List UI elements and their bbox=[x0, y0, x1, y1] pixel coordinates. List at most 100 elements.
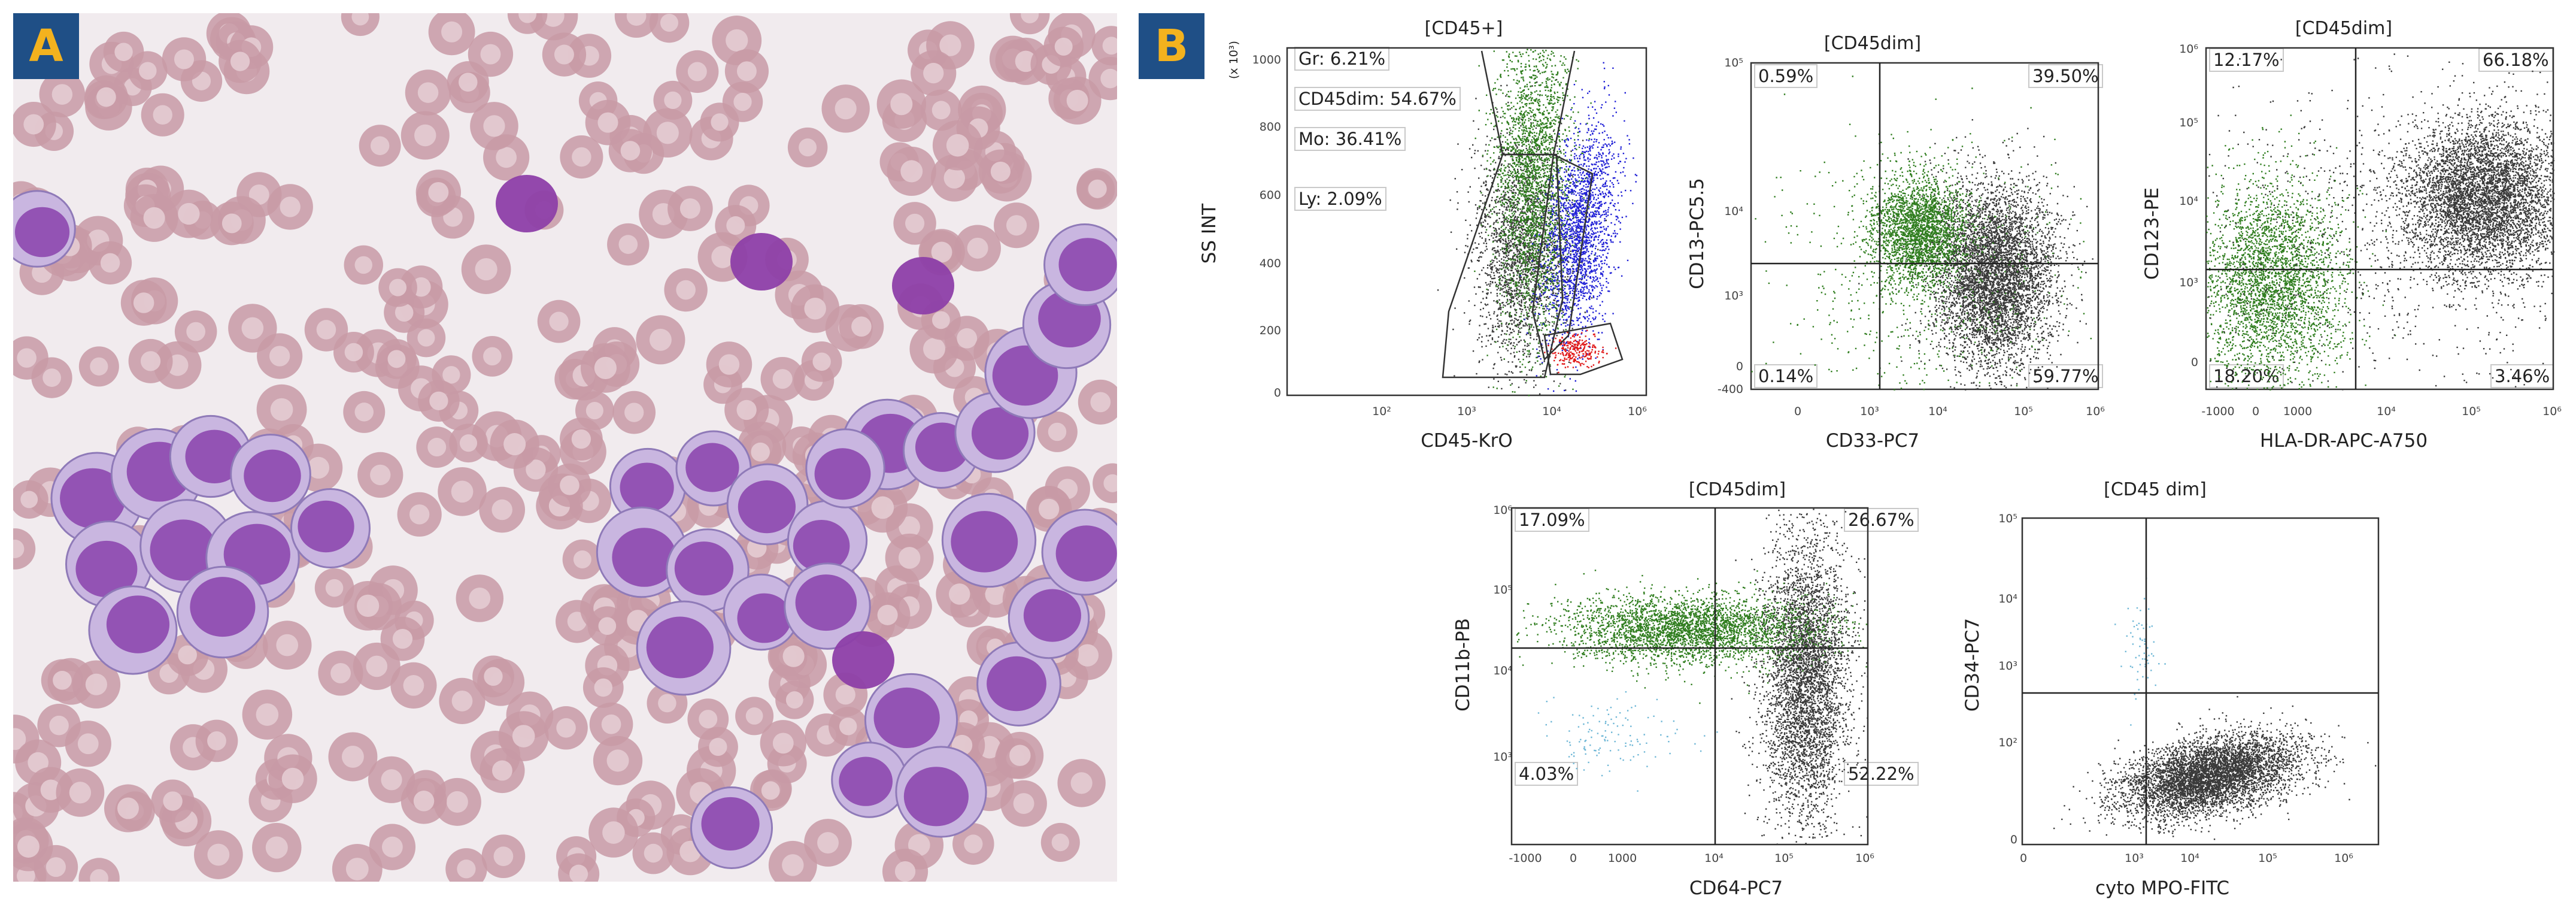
red-blood-cell-center bbox=[1048, 422, 1067, 441]
plot1-frame bbox=[1286, 47, 1647, 397]
x-tick: 10⁵ bbox=[1774, 852, 1794, 865]
x-tick: 10² bbox=[1372, 405, 1391, 418]
red-blood-cell-center bbox=[1021, 13, 1039, 23]
red-blood-cell-center bbox=[483, 115, 505, 137]
red-blood-cell-center bbox=[270, 398, 293, 421]
y-tick: 10⁴ bbox=[1724, 205, 1743, 218]
y-tick: 10³ bbox=[1724, 289, 1743, 302]
x-tick: 0 bbox=[2252, 405, 2260, 418]
red-blood-cell-center bbox=[676, 280, 696, 300]
quadrant-ul: 0.59% bbox=[1754, 64, 1818, 88]
red-blood-cell-center bbox=[1006, 215, 1027, 236]
red-blood-cell-center bbox=[459, 72, 478, 92]
x-tick: 1000 bbox=[1607, 852, 1637, 865]
red-blood-cell-center bbox=[782, 854, 804, 876]
red-blood-cell-center bbox=[572, 147, 591, 167]
red-blood-cell-center bbox=[427, 438, 447, 457]
red-blood-cell-center bbox=[345, 858, 369, 880]
quadrant-ur: 26.67% bbox=[1844, 508, 1919, 532]
red-blood-cell-center bbox=[357, 594, 380, 618]
red-blood-cell-center bbox=[133, 292, 154, 313]
red-blood-cell-center bbox=[230, 52, 250, 71]
red-blood-cell-center bbox=[381, 836, 403, 858]
blast-nucleus bbox=[244, 449, 301, 503]
plot1-cd45dim-gray-events bbox=[1437, 71, 1607, 395]
red-blood-cell-center bbox=[446, 791, 468, 813]
red-blood-cell-center bbox=[13, 539, 25, 558]
plot2-scatter-sparse-events bbox=[1751, 75, 2092, 391]
red-blood-cell-center bbox=[280, 196, 301, 217]
red-blood-cell-center bbox=[899, 516, 920, 538]
plot2-scatter-sparse bbox=[1751, 75, 2092, 391]
blast-nucleus bbox=[795, 574, 857, 631]
red-blood-cell-center bbox=[985, 584, 1006, 606]
red-blood-cell-center bbox=[392, 628, 413, 649]
red-blood-cell-center bbox=[90, 869, 109, 882]
red-blood-cell-center bbox=[366, 655, 388, 677]
red-blood-cell-center bbox=[276, 634, 299, 656]
red-blood-cell-center bbox=[77, 733, 99, 755]
y-tick: 10⁵ bbox=[2179, 116, 2198, 129]
red-blood-cell-center bbox=[597, 112, 618, 133]
red-blood-cell-center bbox=[1076, 644, 1099, 667]
red-blood-cell-center bbox=[17, 348, 37, 368]
red-blood-cell-center bbox=[751, 442, 770, 462]
plot1-granulocytes-events bbox=[1474, 49, 1596, 397]
red-blood-cell-center bbox=[174, 49, 195, 69]
y-tick: 10⁴ bbox=[1493, 664, 1512, 677]
plot3-hladr-cd123-events bbox=[2339, 64, 2555, 350]
x-tick: -1000 bbox=[2201, 405, 2235, 418]
red-blood-cell-center bbox=[96, 87, 116, 107]
x-tick: 10⁴ bbox=[1704, 852, 1724, 865]
red-blood-cell-center bbox=[1088, 179, 1107, 198]
red-blood-cell-center bbox=[785, 691, 803, 709]
red-blood-cell-center bbox=[153, 105, 172, 125]
blast-nucleus bbox=[738, 480, 796, 534]
red-blood-cell-center bbox=[624, 402, 644, 422]
red-blood-cell-center bbox=[351, 13, 369, 26]
red-blood-cell-center bbox=[711, 246, 734, 268]
plot4-cd11b-positive bbox=[1516, 570, 1868, 704]
red-blood-cell-center bbox=[40, 779, 62, 800]
red-blood-cell-center bbox=[139, 62, 157, 80]
plot1-gate-gr bbox=[1480, 50, 1576, 156]
red-blood-cell-center bbox=[403, 675, 424, 696]
red-blood-cell bbox=[1009, 13, 1050, 35]
red-blood-cell-center bbox=[871, 496, 894, 519]
plot-title: [CD45 dim] bbox=[2104, 479, 2207, 500]
red-blood-cell-center bbox=[560, 475, 579, 495]
red-blood-cell-center bbox=[43, 368, 61, 387]
red-blood-cell-center bbox=[549, 311, 569, 331]
x-tick: 0 bbox=[2019, 852, 2028, 865]
plot4-cd11b-positive-events bbox=[1516, 570, 1868, 704]
x-tick: 0 bbox=[1794, 405, 1802, 418]
y-tick: -400 bbox=[1717, 383, 1743, 396]
red-blood-cell-center bbox=[772, 733, 794, 754]
x-tick: 10⁶ bbox=[2542, 405, 2562, 418]
y-tick: 10⁴ bbox=[2179, 195, 2198, 208]
y-tick: 800 bbox=[1259, 120, 1281, 134]
red-blood-cell-center bbox=[894, 861, 916, 882]
red-blood-cell-center bbox=[370, 136, 390, 155]
red-blood-cell-center bbox=[598, 617, 617, 635]
dense-cell bbox=[832, 631, 894, 689]
red-blood-cell-center bbox=[782, 645, 805, 667]
red-blood-cell-center bbox=[480, 44, 501, 65]
blast-nucleus bbox=[793, 519, 850, 572]
y-tick: 10⁵ bbox=[1724, 56, 1743, 69]
red-blood-cell-center bbox=[1066, 89, 1088, 111]
gate-label-cd45dim: CD45dim: 54.67% bbox=[1294, 87, 1461, 111]
y-tick: 10² bbox=[1998, 736, 2017, 749]
x-tick: 10³ bbox=[1457, 405, 1476, 418]
red-blood-cell-center bbox=[626, 13, 647, 26]
red-blood-cell-center bbox=[484, 667, 503, 686]
red-blood-cell-center bbox=[469, 588, 491, 609]
red-blood-cell-center bbox=[49, 715, 69, 736]
plot1-lymphocytes-events bbox=[1544, 329, 1617, 374]
plot1-gate-cd45dim bbox=[1442, 153, 1564, 379]
red-blood-cell-center bbox=[905, 213, 925, 233]
red-blood-cell-center bbox=[451, 690, 473, 712]
plot1-gate-mo bbox=[1531, 153, 1594, 361]
red-blood-cell-center bbox=[877, 604, 898, 625]
blast-nucleus bbox=[60, 468, 126, 529]
